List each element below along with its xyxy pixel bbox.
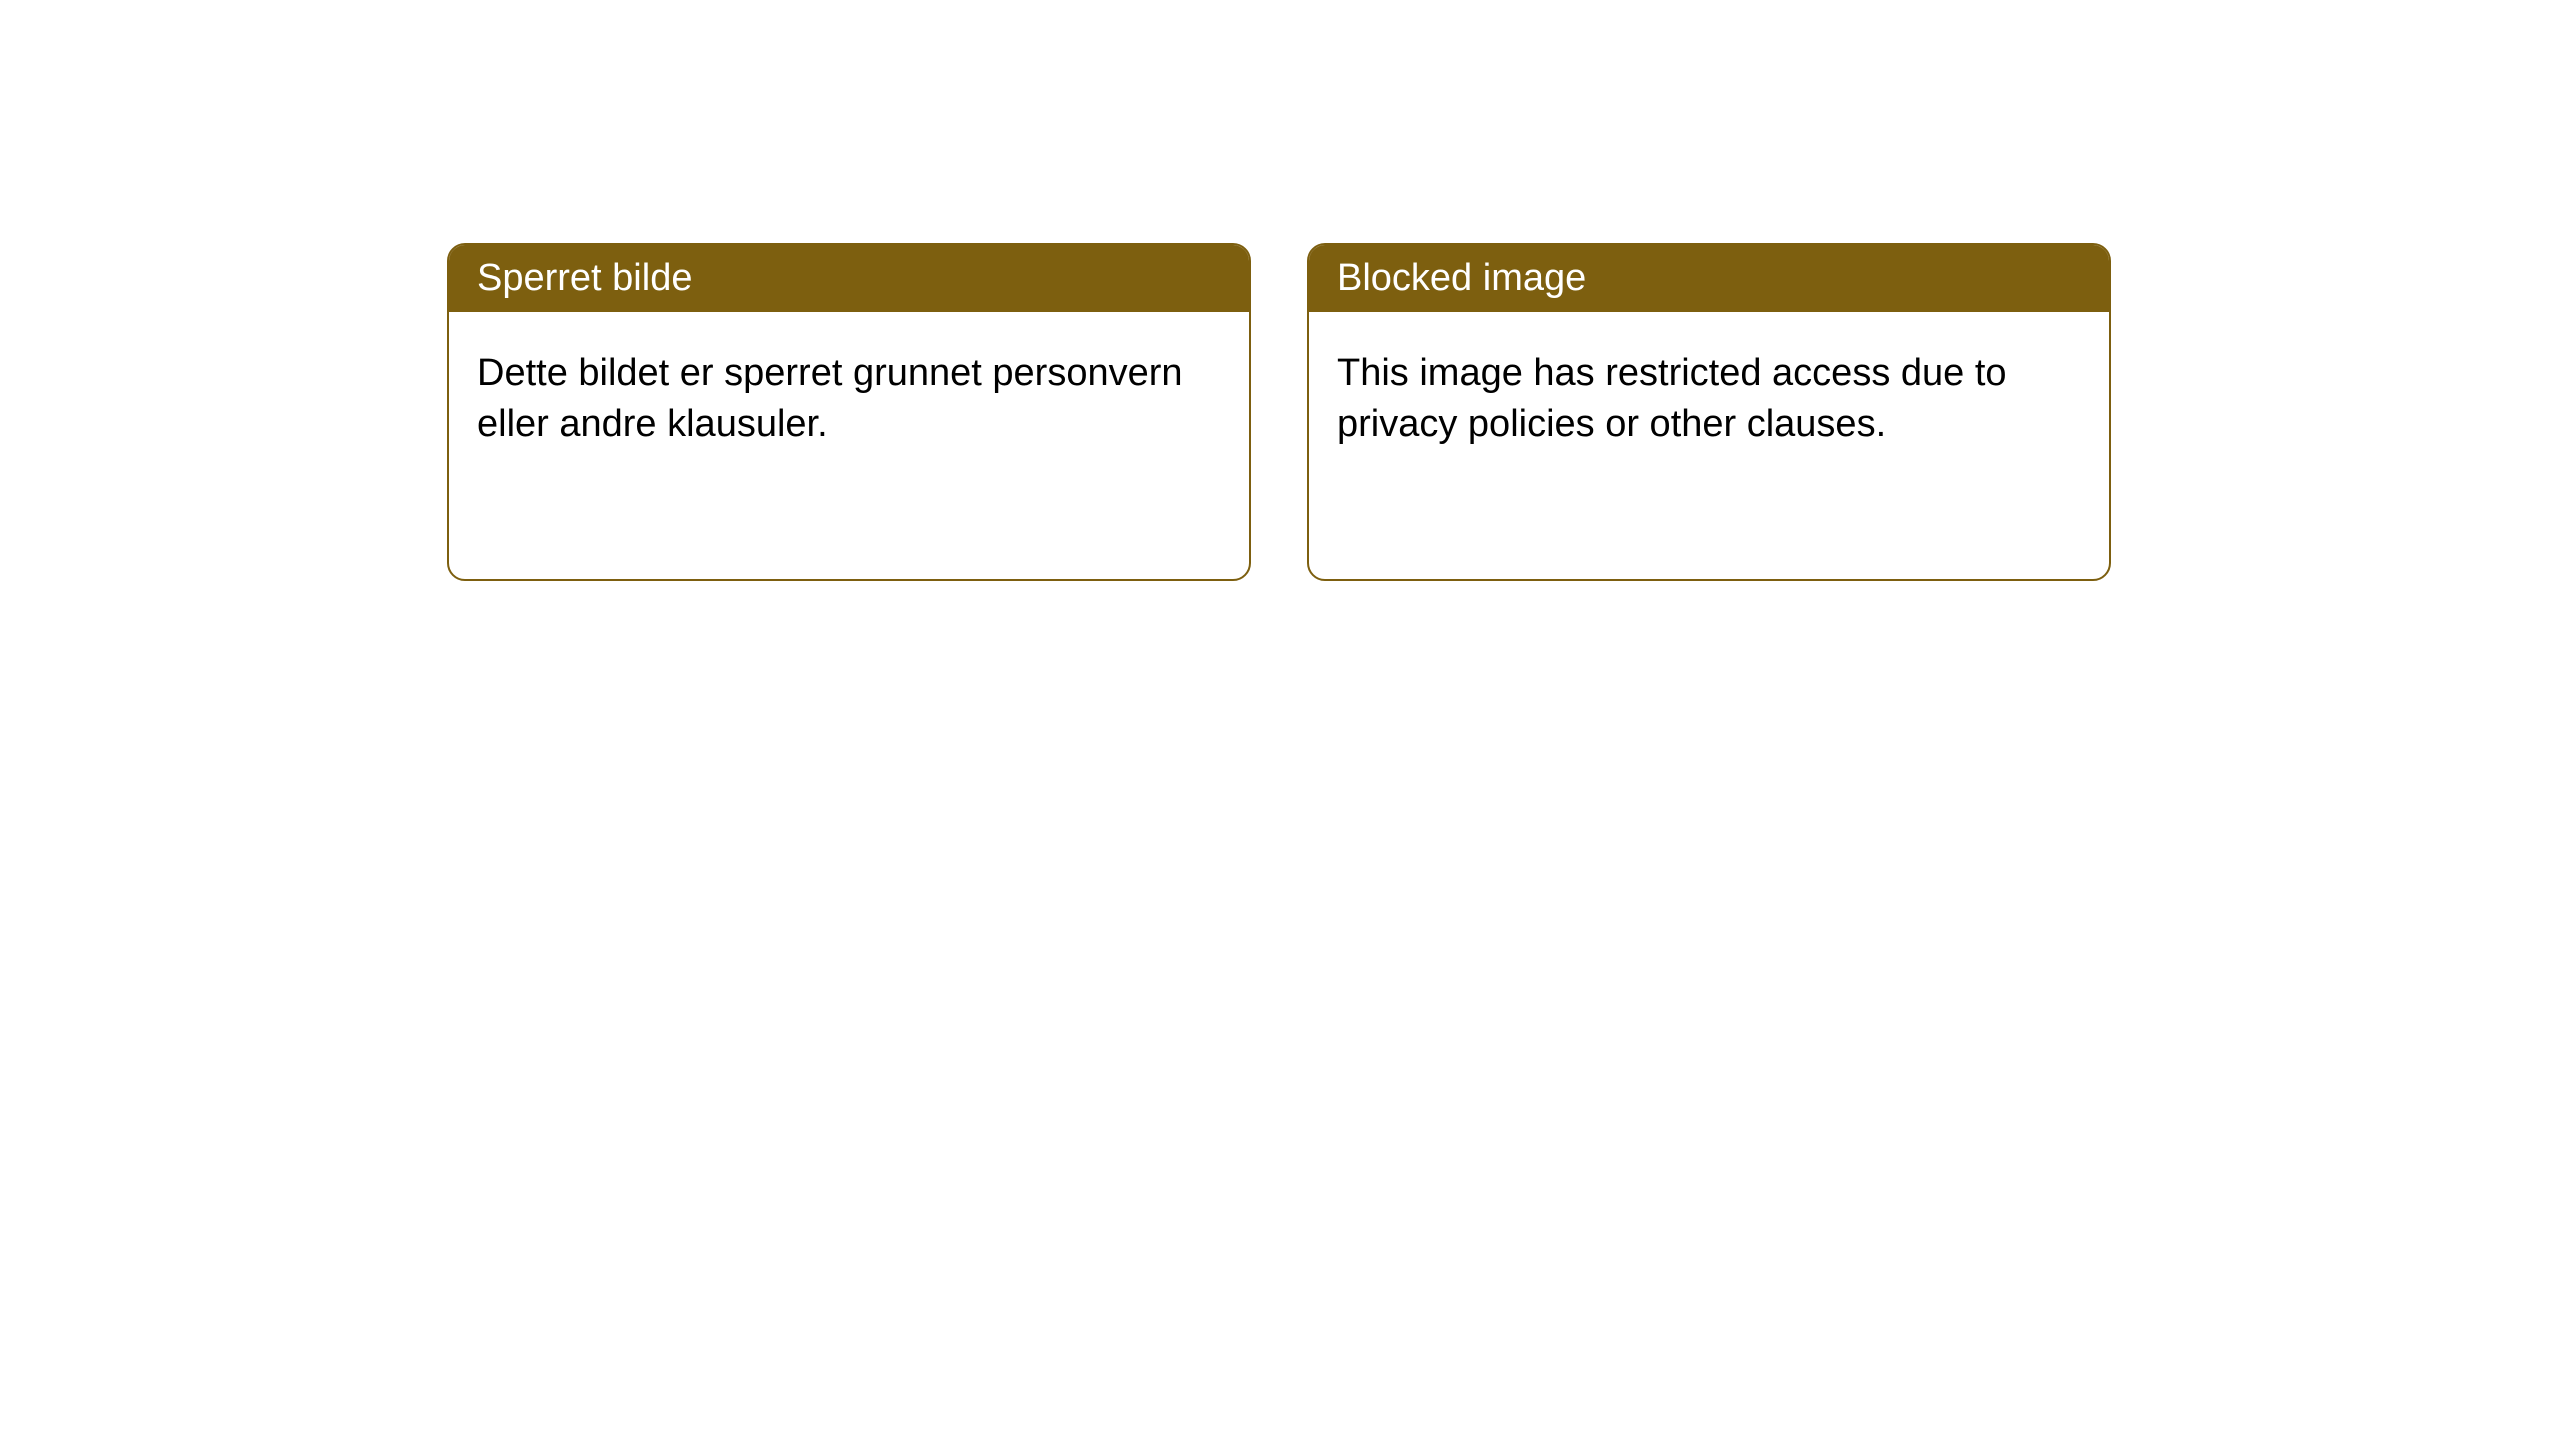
notice-card-text: This image has restricted access due to … — [1337, 352, 2007, 445]
notice-card-english: Blocked image This image has restricted … — [1307, 243, 2111, 581]
notice-card-title: Blocked image — [1337, 257, 1586, 299]
notice-cards-container: Sperret bilde Dette bildet er sperret gr… — [0, 0, 2560, 581]
notice-card-text: Dette bildet er sperret grunnet personve… — [477, 352, 1183, 445]
notice-card-title: Sperret bilde — [477, 257, 692, 299]
notice-card-body: Dette bildet er sperret grunnet personve… — [449, 312, 1249, 487]
notice-card-body: This image has restricted access due to … — [1309, 312, 2109, 487]
notice-card-header: Sperret bilde — [449, 245, 1249, 312]
notice-card-norwegian: Sperret bilde Dette bildet er sperret gr… — [447, 243, 1251, 581]
notice-card-header: Blocked image — [1309, 245, 2109, 312]
